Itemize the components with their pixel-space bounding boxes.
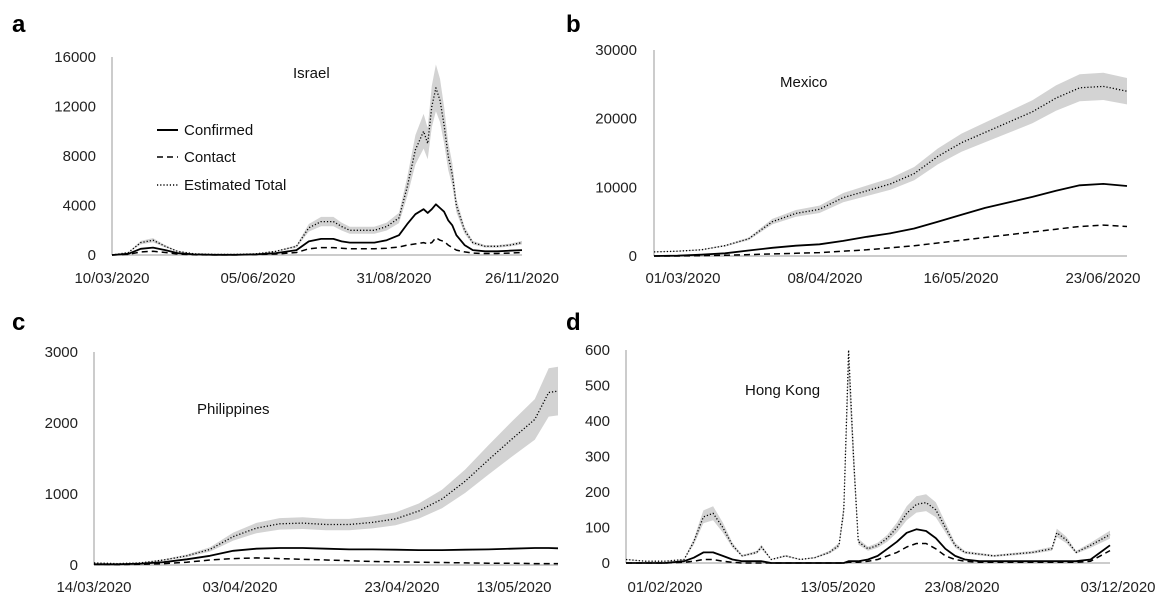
series-line-confirmed [94, 547, 559, 566]
x-tick-label: 10/03/2020 [74, 270, 149, 287]
band-estimated-total [626, 350, 1110, 562]
y-tick-label: 3000 [45, 344, 78, 361]
y-tick-label: 400 [585, 413, 610, 430]
series-line-estimated-total [111, 87, 523, 256]
chart-title: Philippines [197, 401, 270, 418]
x-tick-label: 08/04/2020 [787, 270, 862, 287]
chart-panel-philippines: 0 1000 2000 3000 14/03/2020 03/04/2020 23/04/2… [45, 344, 559, 596]
series-line-estimated-total [93, 390, 559, 565]
chart-panel-mexico: 0 10000 20000 30000 01/03/2020 08/04/2020 16/0… [595, 42, 1140, 287]
legend-confirmed-label: Confirmed [184, 122, 253, 139]
x-tick-label: 03/04/2020 [202, 579, 277, 596]
x-tick-label: 01/02/2020 [627, 579, 702, 596]
y-tick-label: 0 [629, 248, 637, 265]
chart-panel-hong-kong: 0 100 200 300 400 500 600 01/02/2020 13/05/2020 2… [585, 342, 1156, 596]
series-line-confirmed [111, 203, 523, 256]
x-tick-label: 23/04/2020 [364, 579, 439, 596]
chart-panel-israel: 0 4000 8000 12000 16000 10/03/2020 05/06/2020 3… [54, 49, 559, 287]
x-tick-label: 16/05/2020 [923, 270, 998, 287]
y-tick-label: 8000 [63, 148, 96, 165]
chart-title: Hong Kong [745, 382, 820, 399]
series-line-estimated-total [653, 85, 1128, 253]
legend: Confirmed Contact Estimated Total [157, 122, 286, 194]
series-line-confirmed [653, 182, 1128, 257]
y-tick-label: 300 [585, 449, 610, 466]
series-line-contact [111, 236, 523, 256]
legend-estimated-label: Estimated Total [184, 177, 286, 194]
panel-letter-c: c [12, 309, 25, 336]
chart-title: Mexico [780, 74, 828, 91]
series-line-contact [93, 557, 558, 566]
y-tick-label: 4000 [63, 198, 96, 215]
x-tick-label: 05/06/2020 [220, 270, 295, 287]
y-tick-label: 600 [585, 342, 610, 359]
x-tick-label: 26/11/2020 [485, 270, 559, 287]
x-tick-label: 01/03/2020 [645, 270, 720, 287]
y-tick-label: 0 [602, 555, 610, 572]
x-tick-label: 14/03/2020 [56, 579, 131, 596]
y-tick-label: 100 [585, 520, 610, 537]
panel-letter-b: b [566, 11, 581, 38]
panel-letter-d: d [566, 309, 581, 336]
band-estimated-total [654, 72, 1127, 253]
panel-letter-a: a [12, 11, 26, 38]
x-tick-label: 23/06/2020 [1065, 270, 1140, 287]
x-tick-label: 03/12/2020 [1080, 579, 1155, 596]
y-tick-label: 2000 [45, 415, 78, 432]
y-tick-label: 200 [585, 484, 610, 501]
chart-title: Israel [293, 65, 330, 82]
series-line-confirmed [626, 528, 1111, 564]
y-tick-label: 20000 [595, 111, 637, 128]
x-tick-label: 23/08/2020 [924, 579, 999, 596]
y-tick-label: 12000 [54, 99, 96, 116]
y-tick-label: 16000 [54, 49, 96, 66]
y-tick-label: 0 [70, 557, 78, 574]
y-tick-label: 1000 [45, 486, 78, 503]
y-tick-label: 30000 [595, 42, 637, 59]
legend-contact-label: Contact [184, 149, 237, 166]
band-estimated-total [112, 64, 522, 255]
x-tick-label: 31/08/2020 [356, 270, 431, 287]
series-line-contact [654, 224, 1128, 257]
x-tick-label: 13/05/2020 [476, 579, 551, 596]
y-tick-label: 0 [88, 247, 96, 264]
series-line-contact [626, 542, 1111, 564]
y-tick-label: 10000 [595, 179, 637, 196]
band-estimated-total [94, 366, 558, 564]
x-tick-label: 13/05/2020 [800, 579, 875, 596]
y-tick-label: 500 [585, 378, 610, 395]
